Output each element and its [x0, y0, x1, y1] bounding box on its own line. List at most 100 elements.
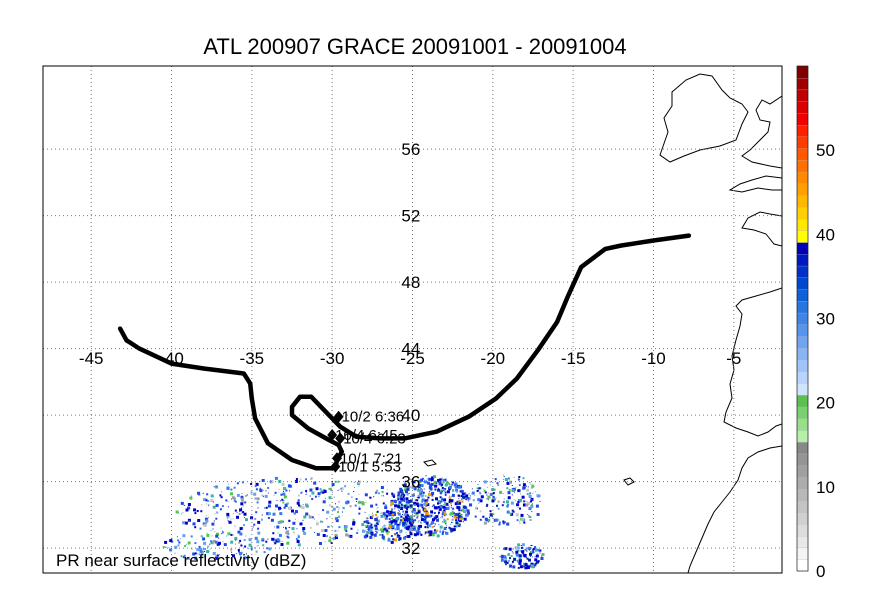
reflectivity-pixel [525, 547, 528, 550]
reflectivity-pixel [298, 536, 300, 538]
reflectivity-pixel [221, 531, 224, 534]
reflectivity-pixel [434, 484, 438, 488]
reflectivity-pixel [407, 481, 409, 483]
reflectivity-pixel [533, 551, 535, 553]
reflectivity-pixel [353, 491, 355, 492]
reflectivity-pixel [238, 541, 241, 544]
reflectivity-pixel [459, 490, 462, 493]
reflectivity-pixel [442, 517, 444, 519]
reflectivity-pixel [449, 527, 453, 531]
reflectivity-pixel [396, 527, 400, 531]
reflectivity-pixel [241, 493, 243, 495]
reflectivity-pixel [464, 492, 467, 495]
reflectivity-pixel [449, 489, 451, 491]
reflectivity-pixel [391, 492, 394, 495]
reflectivity-pixel [412, 527, 414, 529]
reflectivity-pixel [405, 510, 409, 514]
reflectivity-pixel [368, 514, 370, 516]
reflectivity-pixel [534, 546, 537, 549]
reflectivity-pixel [190, 535, 193, 538]
reflectivity-pixel [235, 553, 237, 554]
reflectivity-pixel [332, 537, 336, 540]
colorbar-swatch [796, 394, 809, 408]
reflectivity-pixel [245, 553, 247, 555]
reflectivity-pixel [527, 513, 528, 515]
reflectivity-pixel [517, 543, 521, 547]
reflectivity-pixel [192, 552, 196, 556]
colorbar-swatch [796, 465, 809, 478]
reflectivity-pixel [426, 526, 429, 529]
reflectivity-pixel [491, 488, 495, 491]
reflectivity-pixel [487, 518, 491, 522]
reflectivity-pixel [431, 521, 435, 525]
reflectivity-pixel [430, 510, 434, 514]
reflectivity-pixel [519, 499, 523, 502]
reflectivity-pixel [243, 556, 247, 560]
reflectivity-pixel [344, 525, 348, 529]
reflectivity-pixel [309, 495, 311, 497]
reflectivity-pixel [413, 484, 415, 486]
reflectivity-pixel [534, 548, 538, 552]
reflectivity-pixel [311, 491, 315, 495]
reflectivity-pixel [237, 549, 240, 551]
reflectivity-pixel [413, 510, 417, 514]
reflectivity-pixel [431, 518, 435, 522]
reflectivity-pixel [367, 526, 370, 529]
reflectivity-pixel [397, 498, 400, 501]
reflectivity-pixel [444, 488, 446, 491]
reflectivity-pixel [328, 496, 332, 500]
reflectivity-pixel [210, 494, 214, 498]
reflectivity-pixel [455, 525, 458, 528]
reflectivity-pixel [512, 510, 515, 513]
reflectivity-pixel [398, 495, 401, 498]
reflectivity-pixel [358, 480, 359, 482]
reflectivity-pixel [365, 501, 367, 503]
reflectivity-pixel [538, 550, 540, 552]
reflectivity-pixel [460, 489, 464, 493]
reflectivity-pixel [451, 493, 455, 497]
reflectivity-pixel [439, 492, 442, 495]
reflectivity-pixel [439, 496, 442, 499]
reflectivity-pixel [231, 551, 233, 553]
reflectivity-pixel [202, 492, 204, 494]
reflectivity-pixel [458, 502, 461, 504]
reflectivity-pixel [427, 493, 431, 496]
reflectivity-pixel [305, 504, 309, 508]
reflectivity-pixel [203, 555, 206, 558]
reflectivity-pixel [434, 524, 436, 526]
reflectivity-pixel [516, 503, 520, 507]
reflectivity-pixel [413, 520, 415, 522]
reflectivity-pixel [497, 484, 500, 487]
reflectivity-pixel [358, 507, 361, 510]
reflectivity-pixel [180, 555, 183, 558]
reflectivity-pixel [531, 499, 533, 500]
time-marker-diamond [327, 429, 338, 442]
reflectivity-pixel [448, 526, 451, 529]
reflectivity-pixel [430, 483, 434, 486]
reflectivity-pixel [491, 516, 493, 518]
reflectivity-pixel [405, 531, 407, 533]
reflectivity-pixel [404, 500, 406, 502]
reflectivity-pixel [276, 500, 278, 501]
reflectivity-pixel [357, 529, 359, 531]
reflectivity-pixel [443, 518, 446, 521]
reflectivity-pixel [443, 520, 447, 524]
reflectivity-pixel [420, 513, 424, 517]
reflectivity-pixel [458, 494, 460, 497]
colorbar-tick-label: 20 [816, 394, 835, 413]
reflectivity-pixel [403, 513, 407, 517]
reflectivity-pixel [445, 531, 449, 535]
reflectivity-pixel [474, 506, 478, 510]
reflectivity-pixel [267, 492, 269, 494]
reflectivity-pixel [369, 522, 371, 524]
reflectivity-pixel [390, 504, 393, 507]
reflectivity-pixel [420, 484, 424, 488]
reflectivity-pixel [427, 496, 430, 499]
reflectivity-pixel [409, 528, 413, 532]
reflectivity-pixel [212, 528, 214, 530]
reflectivity-pixel [421, 504, 424, 507]
reflectivity-pixel [455, 488, 459, 492]
reflectivity-pixel [335, 519, 339, 523]
reflectivity-pixel [450, 502, 452, 505]
reflectivity-pixel [451, 518, 454, 521]
